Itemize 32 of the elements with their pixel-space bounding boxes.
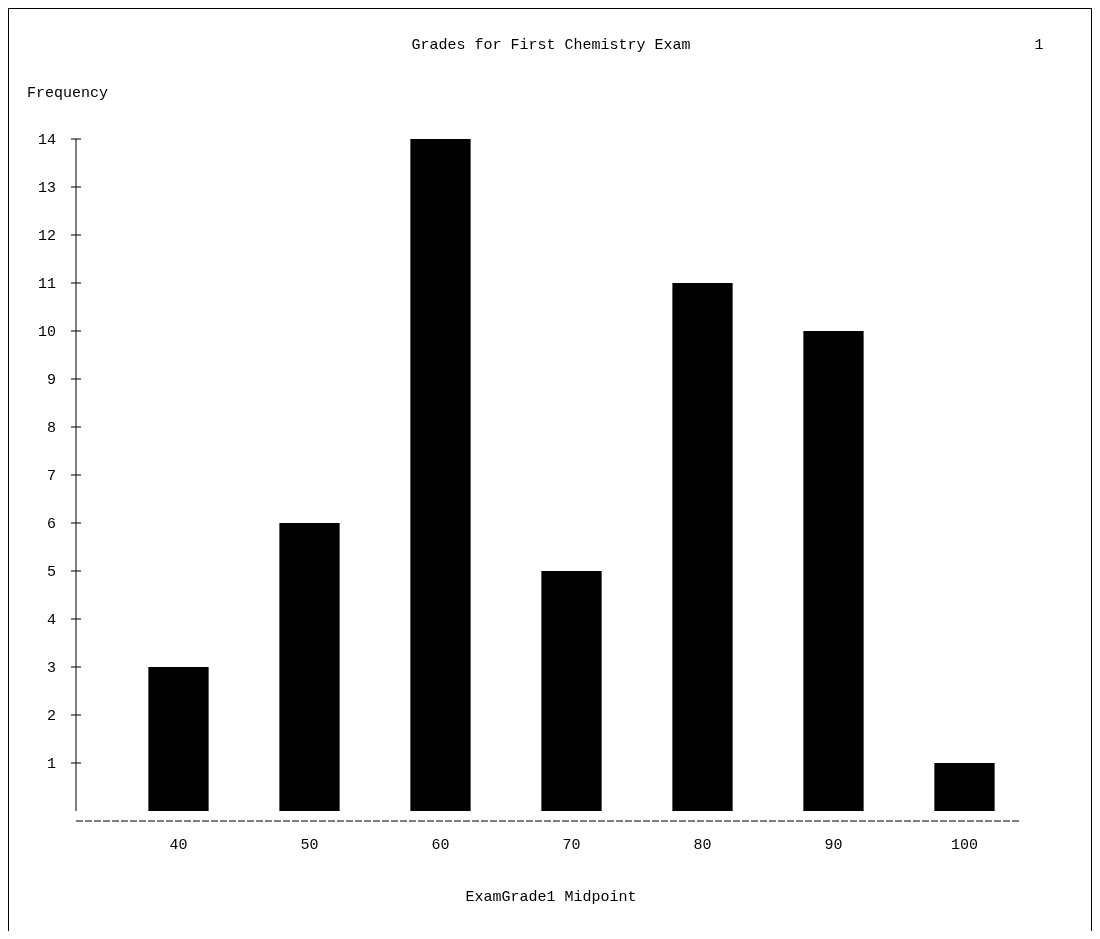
y-tick-label: 5	[46, 564, 56, 582]
bar	[148, 667, 209, 811]
y-tick-label: 12	[37, 228, 56, 246]
y-tick-label: 4	[46, 612, 56, 630]
x-tick-label: 60	[431, 837, 450, 854]
bar	[279, 523, 340, 811]
bar	[672, 283, 733, 811]
y-tick-label: 1	[46, 756, 56, 774]
bar	[410, 139, 471, 811]
x-tick-label: 80	[693, 837, 712, 854]
bar	[803, 331, 864, 811]
y-tick-label: 11	[37, 276, 56, 294]
chart-title: Grades for First Chemistry Exam	[411, 37, 691, 54]
y-tick-label: 14	[37, 132, 56, 150]
text: 1	[1034, 37, 1044, 54]
y-tick-label: 13	[37, 180, 56, 198]
y-tick-label: 10	[37, 324, 56, 342]
y-tick-label: 9	[46, 372, 56, 390]
x-tick-label: 100	[950, 837, 979, 854]
bar	[541, 571, 602, 811]
x-axis-title: ExamGrade1 Midpoint	[465, 889, 637, 906]
x-tick-label: 50	[300, 837, 319, 854]
bar	[934, 763, 995, 811]
x-tick-label: 40	[169, 837, 188, 854]
y-axis-title: Frequency	[27, 85, 109, 102]
x-tick-label: 70	[562, 837, 581, 854]
x-tick-label: 90	[824, 837, 843, 854]
y-tick-label: 6	[46, 516, 56, 534]
y-tick-label: 2	[46, 708, 56, 726]
y-tick-label: 8	[46, 420, 56, 438]
y-tick-label: 7	[46, 468, 56, 486]
y-tick-label: 3	[46, 660, 56, 678]
